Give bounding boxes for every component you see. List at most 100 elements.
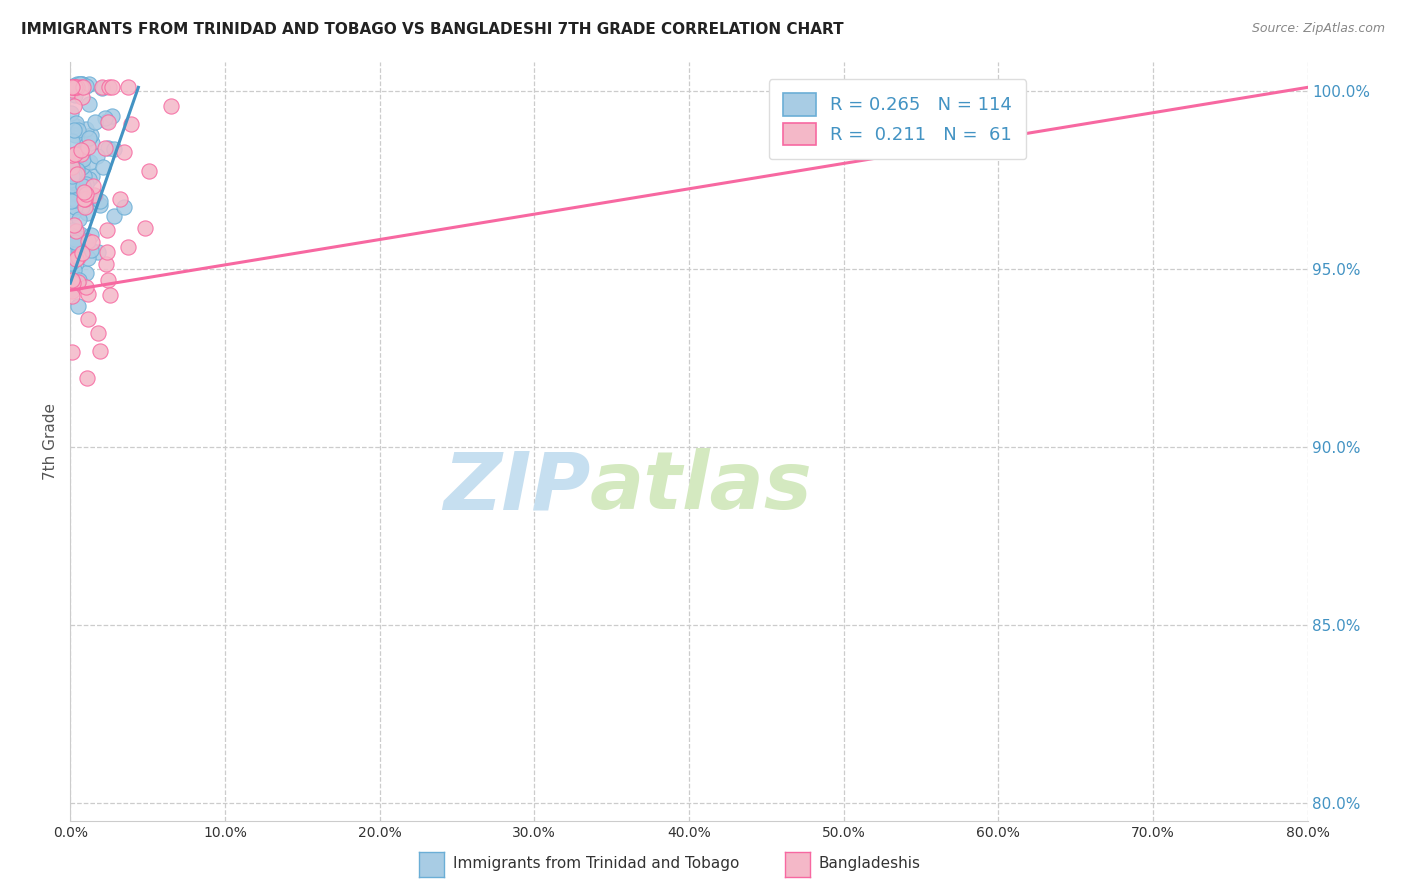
Point bbox=[63, 262, 86, 277]
Point bbox=[60, 153, 83, 167]
Point bbox=[65, 194, 87, 208]
Point bbox=[83, 115, 105, 129]
Point bbox=[66, 250, 89, 264]
Point bbox=[63, 87, 86, 102]
Point bbox=[63, 235, 86, 249]
Point bbox=[66, 77, 89, 91]
Point bbox=[67, 145, 90, 160]
Point bbox=[103, 209, 125, 223]
Point bbox=[65, 115, 87, 129]
Point bbox=[60, 117, 83, 131]
Point bbox=[60, 161, 83, 175]
Point bbox=[65, 256, 87, 270]
Point bbox=[60, 106, 83, 120]
Point bbox=[70, 142, 93, 156]
Point bbox=[70, 146, 93, 161]
Point bbox=[76, 139, 98, 153]
Point bbox=[117, 80, 139, 95]
Point bbox=[90, 81, 112, 95]
Point bbox=[101, 109, 124, 123]
Point bbox=[70, 160, 93, 174]
Point bbox=[65, 182, 87, 196]
Point bbox=[62, 99, 84, 113]
Point bbox=[89, 198, 111, 212]
Point bbox=[60, 161, 83, 175]
Point bbox=[65, 158, 87, 172]
Point bbox=[65, 147, 87, 161]
Point bbox=[79, 155, 101, 169]
Point bbox=[60, 173, 83, 187]
Point bbox=[96, 141, 118, 155]
Point bbox=[67, 273, 90, 287]
Point bbox=[77, 77, 100, 91]
Point bbox=[70, 186, 93, 201]
Point bbox=[83, 188, 105, 202]
Point bbox=[60, 222, 83, 236]
Point bbox=[100, 80, 122, 95]
Point bbox=[60, 289, 83, 303]
Point bbox=[120, 117, 142, 131]
Point bbox=[62, 269, 84, 284]
Point bbox=[62, 169, 84, 183]
Point bbox=[98, 80, 121, 95]
Point bbox=[69, 244, 91, 259]
Text: Bangladeshis: Bangladeshis bbox=[818, 856, 921, 871]
Point bbox=[67, 77, 90, 91]
Point bbox=[62, 167, 84, 181]
Point bbox=[112, 145, 135, 160]
Point bbox=[60, 178, 83, 193]
Point bbox=[66, 80, 89, 95]
Point bbox=[65, 224, 87, 238]
Point bbox=[70, 177, 93, 191]
Point bbox=[98, 288, 121, 302]
Point bbox=[60, 80, 83, 95]
Text: IMMIGRANTS FROM TRINIDAD AND TOBAGO VS BANGLADESHI 7TH GRADE CORRELATION CHART: IMMIGRANTS FROM TRINIDAD AND TOBAGO VS B… bbox=[21, 22, 844, 37]
Point bbox=[79, 172, 101, 186]
Point bbox=[108, 192, 131, 206]
Text: Source: ZipAtlas.com: Source: ZipAtlas.com bbox=[1251, 22, 1385, 36]
Point bbox=[82, 179, 104, 194]
Point bbox=[60, 80, 83, 95]
Point bbox=[82, 169, 104, 183]
Point bbox=[60, 283, 83, 297]
Point bbox=[77, 131, 100, 145]
Point bbox=[77, 188, 100, 202]
Point bbox=[60, 273, 83, 287]
Text: ZIP: ZIP bbox=[443, 448, 591, 526]
Point bbox=[65, 80, 87, 95]
Point bbox=[94, 257, 117, 271]
Point bbox=[62, 194, 84, 208]
Point bbox=[66, 186, 89, 201]
Point bbox=[63, 128, 86, 142]
Point bbox=[62, 276, 84, 290]
Point bbox=[67, 231, 90, 245]
Point bbox=[70, 90, 93, 104]
Legend: R = 0.265   N = 114, R =  0.211   N =  61: R = 0.265 N = 114, R = 0.211 N = 61 bbox=[769, 79, 1026, 159]
Point bbox=[63, 218, 86, 232]
Point bbox=[65, 80, 87, 95]
Point bbox=[66, 275, 89, 289]
Point bbox=[60, 269, 83, 284]
Point bbox=[63, 161, 86, 176]
Point bbox=[94, 111, 117, 125]
Point bbox=[63, 152, 86, 166]
Point bbox=[70, 77, 93, 91]
Point bbox=[72, 178, 94, 193]
Point bbox=[73, 193, 96, 207]
Point bbox=[89, 194, 111, 209]
Point bbox=[94, 141, 117, 155]
Point bbox=[96, 114, 118, 128]
Y-axis label: 7th Grade: 7th Grade bbox=[44, 403, 59, 480]
Point bbox=[75, 235, 97, 249]
Point bbox=[76, 177, 98, 191]
Point bbox=[69, 143, 91, 157]
Point bbox=[60, 173, 83, 187]
Point bbox=[60, 154, 83, 169]
Point bbox=[60, 256, 83, 270]
Point bbox=[84, 189, 107, 203]
Point bbox=[60, 232, 83, 246]
Point bbox=[70, 200, 93, 214]
Point bbox=[63, 235, 86, 249]
Point bbox=[60, 284, 83, 298]
Point bbox=[89, 343, 111, 358]
